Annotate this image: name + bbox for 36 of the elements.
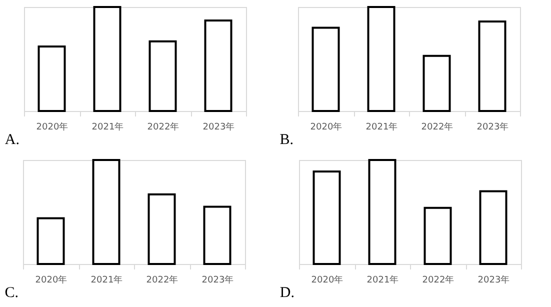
x-tick-label: 2023年 xyxy=(202,122,235,132)
bar xyxy=(92,159,120,265)
bar xyxy=(148,40,177,112)
bar xyxy=(204,20,232,112)
bar xyxy=(312,170,341,265)
bar xyxy=(478,20,506,112)
x-tick-label: 2023年 xyxy=(478,274,510,286)
x-tick-label: 2020年 xyxy=(36,122,68,132)
bar xyxy=(36,217,65,265)
bar xyxy=(367,6,396,112)
bar xyxy=(148,193,176,265)
text: C. xyxy=(4,285,19,301)
x-tick-label: 2020年 xyxy=(310,122,342,132)
x-tick-label: 2022年 xyxy=(146,274,178,286)
x-tick-label: 2023年 xyxy=(476,122,509,132)
bar xyxy=(422,54,451,112)
text: A. xyxy=(4,132,20,148)
text: D. xyxy=(280,285,295,301)
bar xyxy=(38,46,66,112)
x-tick-label: 2020年 xyxy=(35,274,68,286)
x-tick-label: 2021年 xyxy=(90,274,123,286)
x-tick-label: 2020年 xyxy=(311,274,344,286)
bar xyxy=(424,206,452,265)
x-tick-label: 2023年 xyxy=(202,274,234,286)
x-tick-label: 2021年 xyxy=(366,274,399,286)
bar xyxy=(479,190,508,265)
x-tick-label: 2021年 xyxy=(92,122,124,132)
x-tick-label: 2022年 xyxy=(422,274,454,286)
bar xyxy=(312,26,340,112)
text: B. xyxy=(280,132,294,148)
x-tick-label: 2022年 xyxy=(421,122,454,132)
bar xyxy=(368,159,396,265)
x-tick-label: 2021年 xyxy=(366,122,398,132)
x-tick-label: 2022年 xyxy=(147,122,180,132)
bar xyxy=(93,6,122,112)
bar xyxy=(203,206,232,265)
